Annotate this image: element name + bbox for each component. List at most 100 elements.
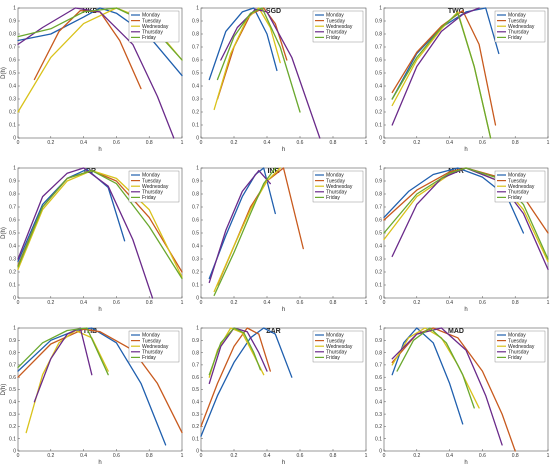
y-tick-label: 0.2 xyxy=(375,110,382,116)
series-line-monday xyxy=(17,168,126,263)
x-tick-label: 0.2 xyxy=(413,300,420,306)
y-tick-label: 0.9 xyxy=(375,179,382,185)
series-line-thursday xyxy=(208,169,271,284)
legend-label: Monday xyxy=(508,13,526,19)
series-line-monday xyxy=(391,7,500,100)
y-tick-label: 0.2 xyxy=(375,424,382,430)
chart-title: ZAR xyxy=(266,328,280,335)
y-tick-label: 0.5 xyxy=(192,71,199,77)
x-tick-label: 0.8 xyxy=(330,140,337,146)
x-tick-label: 0 xyxy=(383,300,386,306)
x-tick-label: 0.2 xyxy=(47,140,54,146)
y-tick-label: 0.6 xyxy=(9,58,16,64)
y-tick-label: 0.7 xyxy=(192,45,199,51)
legend-label: Friday xyxy=(508,195,522,201)
y-tick-label: 0.3 xyxy=(9,412,16,418)
y-tick-label: 0.1 xyxy=(375,123,382,129)
y-tick-label: 0.3 xyxy=(375,412,382,418)
chart-title: TWO xyxy=(448,8,465,15)
x-tick-label: 0.6 xyxy=(113,140,120,146)
x-tick-label: 0.8 xyxy=(330,300,337,306)
legend-label: Friday xyxy=(142,355,156,361)
chart-sgd: 0 0.1 0.2 0.3 0.4 0.5 0.6 0.7 0.8 0.9 1 0 0.2 0.4 0.6 0… xyxy=(192,6,368,153)
y-tick-label: 0.9 xyxy=(9,338,16,344)
y-tick-label: 1 xyxy=(196,326,199,332)
y-tick-label: 1 xyxy=(13,6,16,12)
chart-title: SGD xyxy=(266,8,281,15)
series-line-thursday xyxy=(220,8,321,139)
y-tick-label: 0.4 xyxy=(192,244,199,250)
legend-label: Friday xyxy=(326,355,340,361)
legend-label: Wednesday xyxy=(142,184,169,190)
y-tick-label: 1 xyxy=(13,326,16,332)
x-axis-label: h xyxy=(282,147,285,153)
y-tick-label: 0.8 xyxy=(9,350,16,356)
x-tick-label: 0.2 xyxy=(413,453,420,459)
y-tick-label: 0 xyxy=(196,296,199,302)
y-tick-label: 0.6 xyxy=(192,58,199,64)
y-tick-label: 0.4 xyxy=(192,84,199,90)
legend-label: Monday xyxy=(142,333,160,339)
y-tick-label: 0.3 xyxy=(192,97,199,103)
y-tick-label: 0.2 xyxy=(192,270,199,276)
series-line-friday xyxy=(17,327,109,376)
y-tick-label: 0.7 xyxy=(9,45,16,51)
x-tick-label: 0.4 xyxy=(446,140,453,146)
chart-thb: 0 0.1 0.2 0.3 0.4 0.5 0.6 0.7 0.8 0.9 1 0 0.2 0.4 0.6 0… xyxy=(1,326,184,466)
y-tick-label: 0.4 xyxy=(375,400,382,406)
x-tick-label: 0.6 xyxy=(479,140,486,146)
x-tick-label: 0.2 xyxy=(47,453,54,459)
legend-label: Wednesday xyxy=(508,184,535,190)
y-tick-label: 0.6 xyxy=(9,218,16,224)
series-line-friday xyxy=(213,167,276,297)
y-tick-label: 0.9 xyxy=(9,19,16,25)
y-tick-label: 0.4 xyxy=(192,400,199,406)
y-tick-label: 0.6 xyxy=(192,375,199,381)
y-tick-label: 0.8 xyxy=(375,350,382,356)
y-tick-label: 0.8 xyxy=(375,32,382,38)
legend-label: Thursday xyxy=(508,350,529,356)
x-tick-label: 1 xyxy=(365,453,368,459)
x-tick-label: 0.4 xyxy=(264,140,271,146)
series-line-wednesday xyxy=(213,7,281,111)
y-tick-label: 0.3 xyxy=(192,412,199,418)
series-line-friday xyxy=(396,327,475,409)
x-axis-label: h xyxy=(282,460,285,466)
y-tick-label: 0.6 xyxy=(375,218,382,224)
series-line-tuesday xyxy=(200,327,271,428)
y-tick-label: 0.5 xyxy=(9,71,16,77)
y-tick-label: 0.4 xyxy=(9,84,16,90)
legend-label: Friday xyxy=(508,355,522,361)
y-tick-label: 0.8 xyxy=(192,350,199,356)
chart-two: 0 0.1 0.2 0.3 0.4 0.5 0.6 0.7 0.8 0.9 1 0 0.2 0.4 0.6 0… xyxy=(375,6,550,153)
y-axis-label: D(h) xyxy=(1,67,7,79)
y-tick-label: 0.1 xyxy=(9,283,16,289)
x-tick-label: 0.6 xyxy=(297,140,304,146)
x-tick-label: 1 xyxy=(181,300,184,306)
y-tick-label: 0.9 xyxy=(375,338,382,344)
legend-label: Tuesday xyxy=(142,338,161,344)
x-tick-label: 0 xyxy=(200,300,203,306)
x-tick-label: 0.8 xyxy=(146,140,153,146)
y-tick-label: 0.3 xyxy=(9,97,16,103)
legend-label: Tuesday xyxy=(142,18,161,24)
series-line-monday xyxy=(17,327,167,446)
x-tick-label: 0 xyxy=(200,140,203,146)
x-tick-label: 0.6 xyxy=(113,300,120,306)
chart-idr: 0 0.1 0.2 0.3 0.4 0.5 0.6 0.7 0.8 0.9 1 0 0.2 0.4 0.6 0… xyxy=(1,166,184,313)
x-tick-label: 0.6 xyxy=(113,453,120,459)
y-tick-label: 0 xyxy=(13,136,16,142)
y-tick-label: 0.5 xyxy=(192,231,199,237)
legend-label: Thursday xyxy=(508,30,529,36)
legend-label: Friday xyxy=(326,195,340,201)
y-tick-label: 0.7 xyxy=(9,205,16,211)
y-tick-label: 0 xyxy=(196,449,199,455)
y-tick-label: 0.2 xyxy=(375,270,382,276)
y-tick-label: 1 xyxy=(196,6,199,12)
legend-label: Monday xyxy=(508,333,526,339)
y-tick-label: 0.5 xyxy=(192,387,199,393)
x-tick-label: 0.4 xyxy=(264,453,271,459)
x-tick-label: 1 xyxy=(547,140,550,146)
